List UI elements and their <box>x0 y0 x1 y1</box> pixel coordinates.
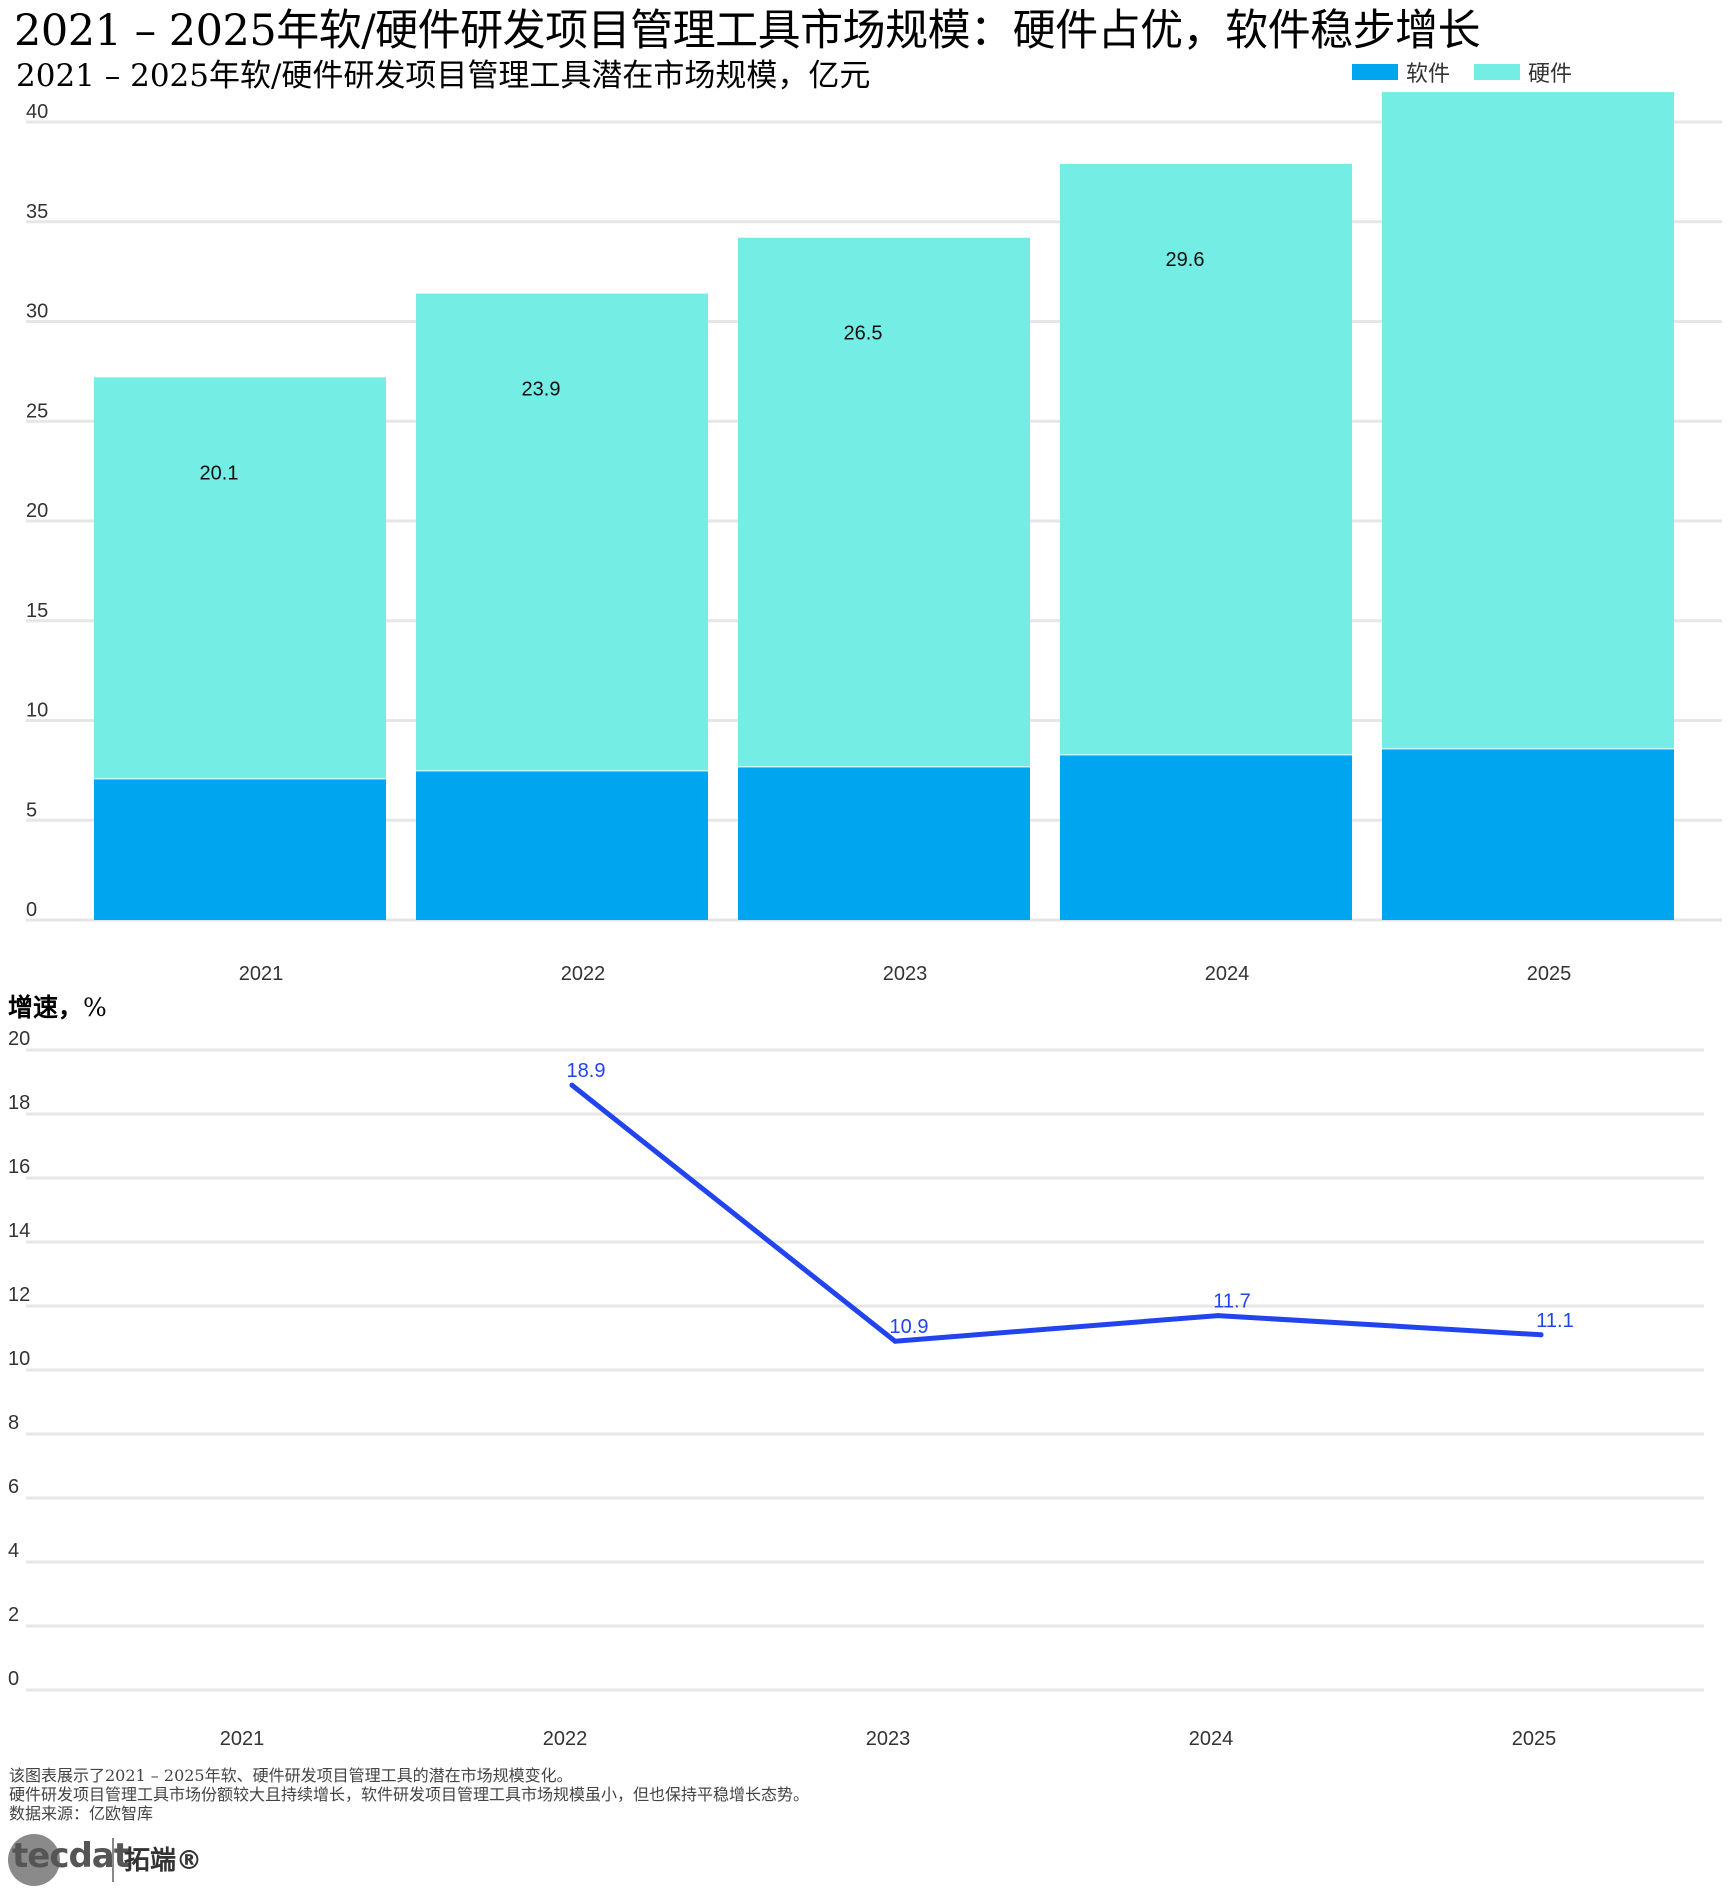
bar-hardware-2024 <box>1060 163 1352 755</box>
data-label-hardware-2022: 23.9 <box>522 379 561 401</box>
x-tick-label-2022: 2022 <box>561 963 606 985</box>
legend-swatch-software <box>1352 64 1398 80</box>
logo-text: tecdat <box>12 1836 130 1876</box>
line-x-tick-label-2025: 2025 <box>1512 1728 1557 1750</box>
y-tick-label-15: 15 <box>26 600 48 622</box>
growth-data-label-2025: 11.1 <box>1536 1310 1573 1332</box>
line-x-tick-label-2024: 2024 <box>1189 1728 1234 1750</box>
legend-item-software[interactable]: 软件 <box>1352 56 1450 88</box>
line-x-tick-label-2021: 2021 <box>220 1728 265 1750</box>
y-tick-label-0: 0 <box>26 899 37 921</box>
line-y-tick-label-20: 20 <box>8 1028 30 1050</box>
legend-label-hardware: 硬件 <box>1528 61 1573 86</box>
logo-circle <box>8 1834 60 1886</box>
data-label-hardware-2021: 20.1 <box>200 462 239 484</box>
x-tick-label-2023: 2023 <box>883 963 928 985</box>
logo-cn-text: 拓端® <box>124 1846 203 1876</box>
line-chart-title-bold: 增速， <box>8 993 84 1022</box>
growth-point-2022 <box>569 1082 575 1088</box>
bar-software-2024 <box>1060 754 1352 920</box>
data-label-hardware-2024: 29.6 <box>1166 249 1205 271</box>
bar-software-2025 <box>1382 748 1674 920</box>
growth-data-label-2023: 10.9 <box>890 1316 929 1338</box>
data-label-hardware-2023: 26.5 <box>844 323 883 345</box>
bar-hardware-2022 <box>416 293 708 771</box>
y-tick-label-10: 10 <box>26 700 48 722</box>
legend-item-hardware[interactable]: 硬件 <box>1474 56 1572 88</box>
bar-software-2021 <box>94 778 386 920</box>
x-tick-label-2021: 2021 <box>239 963 284 985</box>
bar-hardware-2025 <box>1382 92 1674 749</box>
chart-notes: 该图表展示了2021 – 2025年软、硬件研发项目管理工具的潜在市场规模变化。… <box>9 1766 809 1823</box>
note-line-2: 硬件研发项目管理工具市场份额较大且持续增长，软件研发项目管理工具市场规模虽小，但… <box>9 1785 810 1804</box>
line-chart-title: 增速，% <box>8 988 107 1024</box>
line-y-tick-label-4: 4 <box>8 1540 19 1562</box>
growth-line <box>569 1082 1544 1344</box>
growth-data-label-2022: 18.9 <box>567 1060 606 1082</box>
line-y-tick-label-0: 0 <box>8 1668 19 1690</box>
y-tick-label-40: 40 <box>26 101 48 123</box>
growth-point-2025 <box>1538 1332 1544 1338</box>
line-y-tick-label-12: 12 <box>8 1284 30 1306</box>
legend: 软件 硬件 <box>1352 56 1596 88</box>
growth-line-chart: 0 2 4 6 8 10 12 14 16 18 20 2021 2022 2023 2024 2025 18.… <box>8 1028 1704 1750</box>
legend-swatch-hardware <box>1474 64 1521 80</box>
x-tick-label-2024: 2024 <box>1205 963 1250 985</box>
stacked-bar-chart: 05101520253035407.120.120217.523.920227.… <box>26 92 1722 985</box>
bar-software-2023 <box>738 766 1030 920</box>
line-y-tick-label-14: 14 <box>8 1220 30 1242</box>
y-tick-label-5: 5 <box>26 799 37 821</box>
line-y-tick-label-8: 8 <box>8 1412 19 1434</box>
line-y-tick-label-2: 2 <box>8 1604 19 1626</box>
bar-chart-subtitle: 2021 – 2025年软/硬件研发项目管理工具潜在市场规模，亿元 <box>16 58 871 94</box>
line-x-tick-label-2023: 2023 <box>866 1728 911 1750</box>
y-tick-label-25: 25 <box>26 400 48 422</box>
line-chart-title-unit: % <box>83 993 107 1022</box>
line-y-tick-label-16: 16 <box>8 1156 30 1178</box>
line-y-tick-label-10: 10 <box>8 1348 30 1370</box>
note-line-1: 该图表展示了2021 – 2025年软、硬件研发项目管理工具的潜在市场规模变化。 <box>9 1766 573 1785</box>
bar-hardware-2021 <box>94 377 386 779</box>
bar-hardware-2023 <box>738 237 1030 767</box>
tecdat-logo: tecdat 拓端® <box>8 1834 202 1886</box>
bar-software-2022 <box>416 770 708 920</box>
y-tick-label-20: 20 <box>26 500 48 522</box>
line-y-tick-label-6: 6 <box>8 1476 19 1498</box>
y-tick-label-35: 35 <box>26 201 48 223</box>
line-y-tick-label-18: 18 <box>8 1092 30 1114</box>
growth-point-2023 <box>892 1338 898 1344</box>
y-tick-label-30: 30 <box>26 301 48 323</box>
chart-title: 2021 – 2025年软/硬件研发项目管理工具市场规模：硬件占优，软件稳步增长 <box>14 6 1481 56</box>
legend-label-software: 软件 <box>1406 61 1451 86</box>
growth-data-label-2024: 11.7 <box>1213 1291 1250 1313</box>
note-line-3: 数据来源：亿欧智库 <box>9 1804 154 1823</box>
line-x-tick-label-2022: 2022 <box>543 1728 588 1750</box>
growth-point-2024 <box>1215 1313 1221 1319</box>
logo-separator <box>112 1838 114 1882</box>
x-tick-label-2025: 2025 <box>1527 963 1572 985</box>
